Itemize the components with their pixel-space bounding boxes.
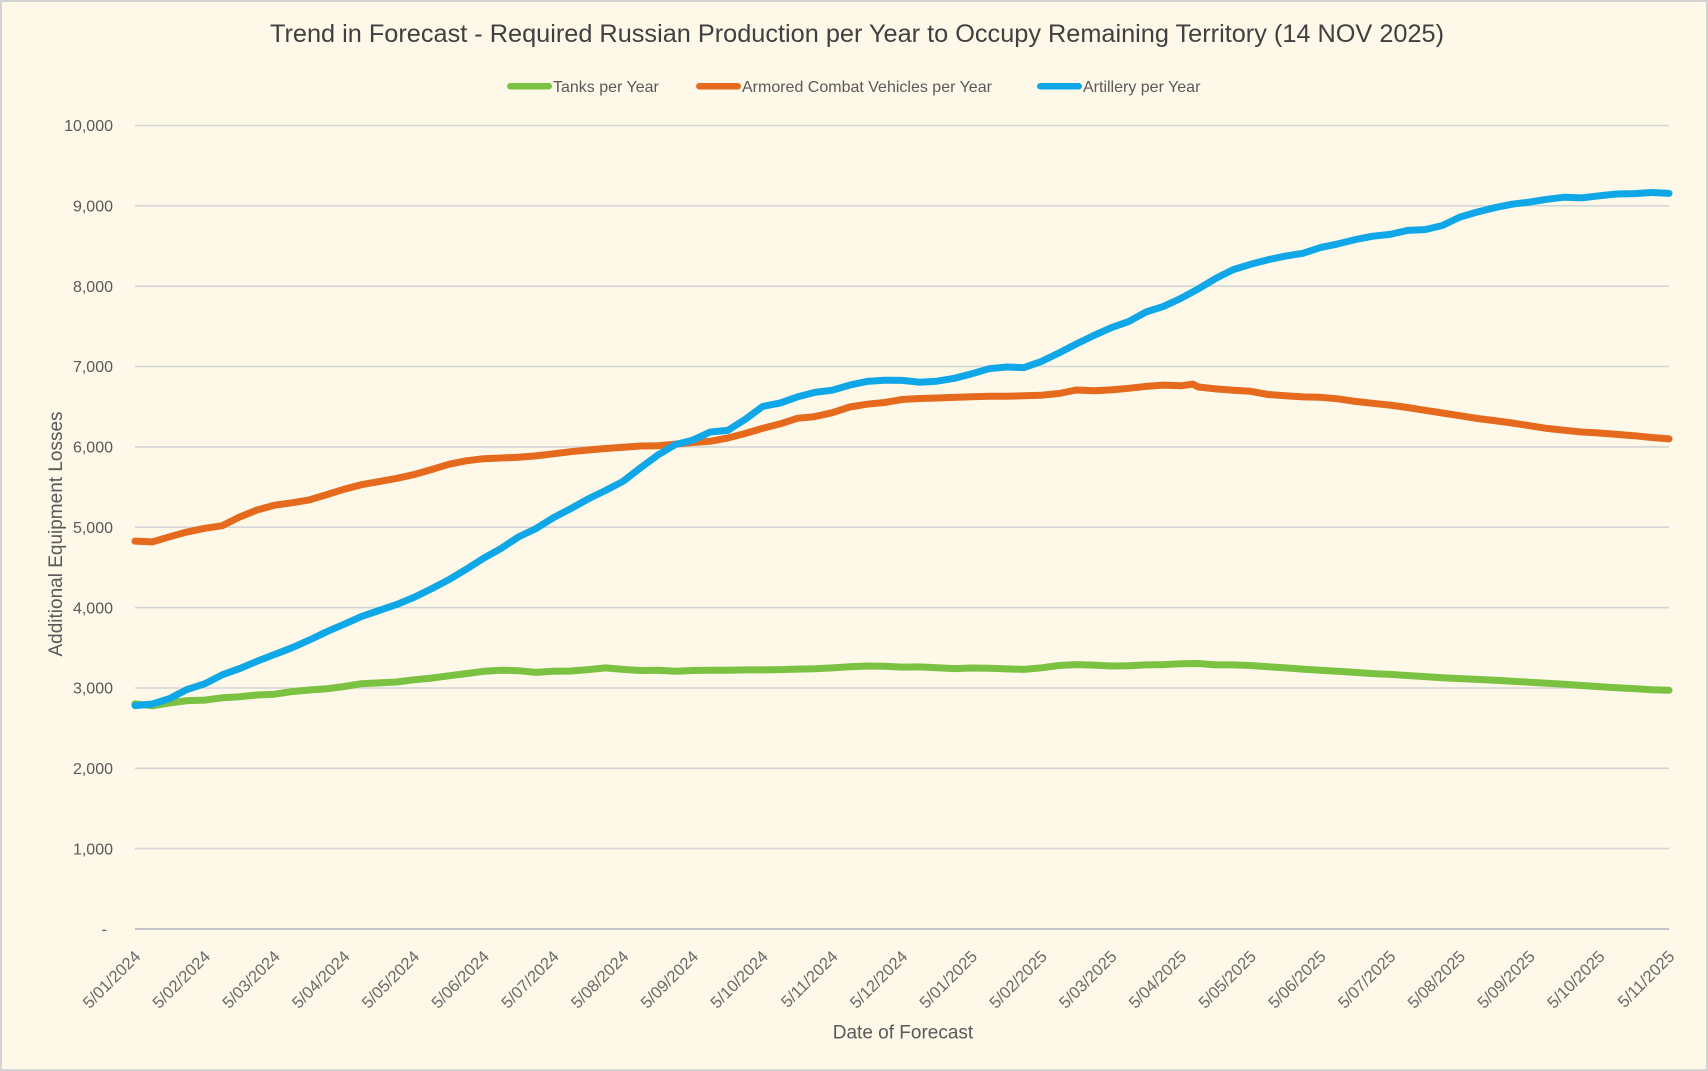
svg-text:7,000: 7,000 bbox=[73, 359, 113, 376]
svg-text:2,000: 2,000 bbox=[73, 761, 113, 778]
svg-text:9,000: 9,000 bbox=[73, 199, 113, 216]
svg-text:-: - bbox=[102, 922, 107, 939]
svg-text:Date of Forecast: Date of Forecast bbox=[833, 1023, 974, 1044]
svg-text:Armored Combat Vehicles per Ye: Armored Combat Vehicles per Year bbox=[742, 79, 993, 96]
svg-text:Artillery per Year: Artillery per Year bbox=[1083, 79, 1201, 96]
svg-text:1,000: 1,000 bbox=[73, 841, 113, 858]
svg-text:Tanks per Year: Tanks per Year bbox=[553, 79, 660, 96]
svg-text:10,000: 10,000 bbox=[64, 118, 113, 135]
svg-text:4,000: 4,000 bbox=[73, 600, 113, 617]
svg-text:5,000: 5,000 bbox=[73, 520, 113, 537]
svg-text:6,000: 6,000 bbox=[73, 440, 113, 457]
svg-text:Trend in Forecast - Required R: Trend in Forecast - Required Russian Pro… bbox=[270, 20, 1444, 48]
svg-text:8,000: 8,000 bbox=[73, 279, 113, 296]
svg-text:3,000: 3,000 bbox=[73, 681, 113, 698]
svg-text:Additional Equipment Losses: Additional Equipment Losses bbox=[46, 411, 67, 656]
